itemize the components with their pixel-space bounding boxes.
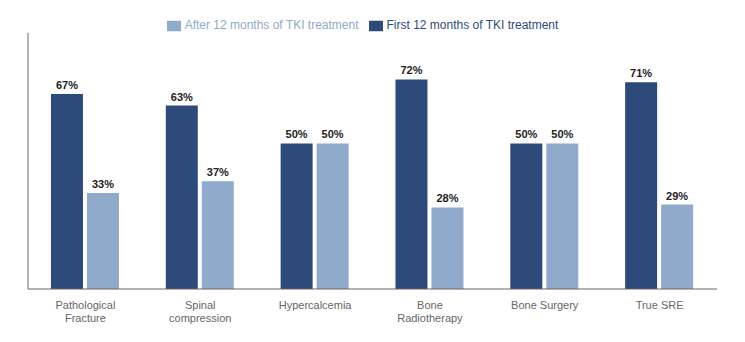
html-text:After 12 months of TKI treatme: After 12 months of TKI treatment — [184, 18, 359, 32]
svg-text:True SRE: True SRE — [636, 299, 684, 311]
svg-text:29%: 29% — [666, 190, 688, 202]
svg-text:50%: 50% — [322, 128, 344, 140]
svg-text:50%: 50% — [551, 128, 573, 140]
svg-text:Spinalcompression: Spinalcompression — [169, 299, 231, 324]
svg-text:33%: 33% — [92, 178, 114, 190]
svg-text:50%: 50% — [286, 128, 308, 140]
html-text:First 12 months of TKI treatme: First 12 months of TKI treatment — [386, 18, 559, 32]
svg-text:37%: 37% — [207, 166, 229, 178]
svg-text:71%: 71% — [630, 67, 652, 79]
svg-text:28%: 28% — [436, 192, 458, 204]
svg-text:Hypercalcemia: Hypercalcemia — [279, 299, 353, 311]
svg-text:67%: 67% — [56, 79, 78, 91]
svg-text:63%: 63% — [171, 91, 193, 103]
svg-text:BoneRadiotherapy: BoneRadiotherapy — [397, 299, 463, 324]
svg-text:72%: 72% — [400, 64, 422, 76]
svg-text:PathologicalFracture: PathologicalFracture — [55, 299, 115, 324]
svg-text:Bone Surgery: Bone Surgery — [511, 299, 579, 311]
svg-text:50%: 50% — [515, 128, 537, 140]
